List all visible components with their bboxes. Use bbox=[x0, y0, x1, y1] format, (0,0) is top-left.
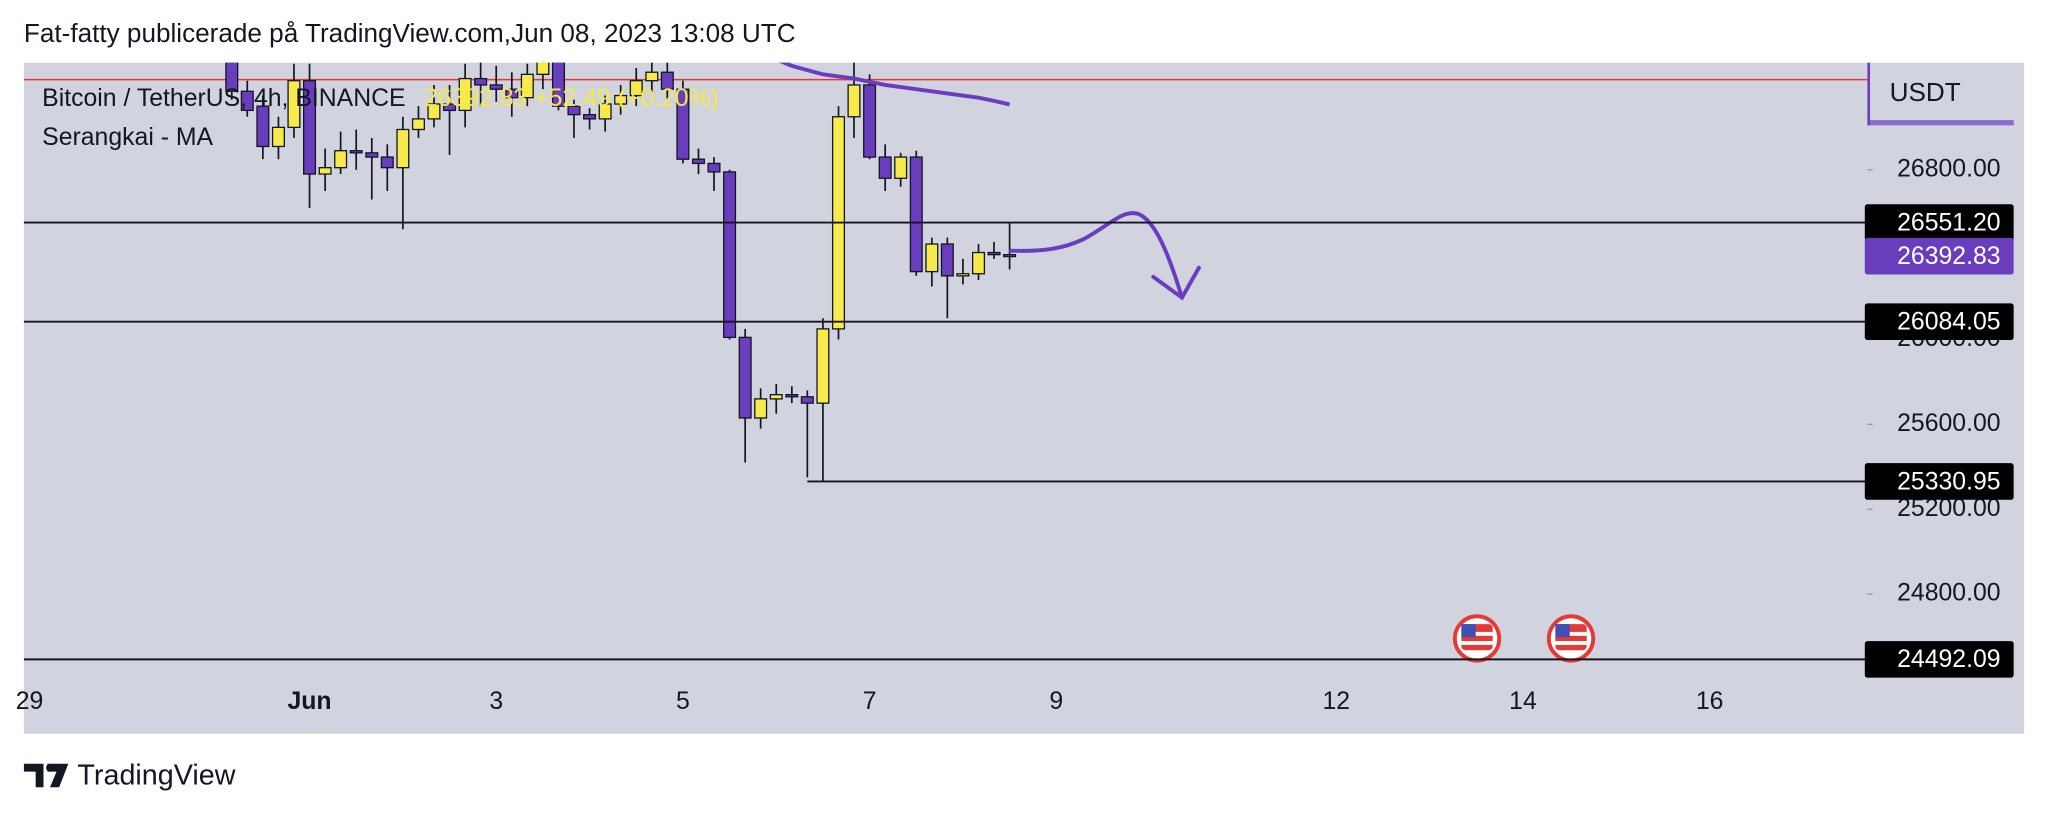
candle-body bbox=[909, 156, 923, 273]
y-tick-label: 25600.00 bbox=[1897, 410, 2000, 437]
candle-body bbox=[505, 88, 519, 99]
candle-body bbox=[878, 156, 892, 179]
candle-body bbox=[458, 77, 472, 112]
event-flag bbox=[1452, 614, 1502, 663]
candle-body bbox=[365, 152, 379, 158]
candle-body bbox=[474, 77, 488, 86]
candle-body bbox=[256, 105, 270, 148]
x-tick-label: 16 bbox=[1696, 688, 1724, 715]
candle-body bbox=[707, 162, 721, 173]
candle-body bbox=[225, 62, 239, 92]
drawn-arrow bbox=[1008, 211, 1201, 301]
level-price-label: 26551.20 bbox=[1897, 209, 2000, 236]
candle-body bbox=[863, 84, 877, 158]
candle-body bbox=[629, 80, 643, 97]
indicator-legend: Serangkai - MA bbox=[42, 124, 213, 151]
candle-body bbox=[240, 90, 254, 112]
x-tick-label: 5 bbox=[676, 688, 690, 715]
x-tick-label: 3 bbox=[489, 688, 503, 715]
x-tick-label: 7 bbox=[863, 688, 877, 715]
ma-line bbox=[778, 62, 1011, 107]
candle-body bbox=[847, 84, 861, 118]
axis-accent bbox=[1867, 62, 1871, 126]
candle-body bbox=[520, 73, 534, 99]
candle-body bbox=[769, 394, 783, 400]
level-price-box bbox=[1864, 303, 2014, 340]
candle-body bbox=[303, 80, 317, 175]
candle-body bbox=[816, 328, 830, 404]
candle-body bbox=[583, 113, 597, 120]
candle-body bbox=[396, 128, 410, 169]
level-price-box bbox=[1864, 463, 2014, 500]
currency-label: USDT bbox=[1890, 77, 1961, 107]
candle-body bbox=[334, 150, 348, 169]
plot-background bbox=[23, 62, 2025, 734]
candle-body bbox=[271, 126, 285, 148]
axis-accent bbox=[1870, 120, 2014, 126]
candle-body bbox=[785, 394, 799, 398]
last-price-box bbox=[1864, 237, 2014, 275]
x-tick-label: 29 bbox=[16, 688, 44, 715]
x-tick-label: 12 bbox=[1323, 688, 1351, 715]
candle-body bbox=[567, 105, 581, 116]
level-price-label: 26084.05 bbox=[1897, 309, 2000, 336]
candle-body bbox=[349, 150, 363, 154]
candle-body bbox=[443, 103, 457, 112]
chart-title: Fat-fatty publicerade på TradingView.com… bbox=[24, 18, 796, 48]
ohlc-text: 26392.83 +52.49 (+0.20%) bbox=[424, 85, 719, 112]
footer-logo bbox=[23, 763, 69, 788]
symbol: Bitcoin / TetherUS, 4h, BINANCE bbox=[42, 85, 405, 112]
candle-body bbox=[380, 156, 394, 169]
candle-body bbox=[1003, 253, 1017, 258]
candle-body bbox=[318, 167, 332, 175]
candle-body bbox=[660, 71, 674, 90]
candle-body bbox=[645, 71, 659, 82]
x-tick-label: 14 bbox=[1509, 688, 1537, 715]
level-price-label: 25330.95 bbox=[1897, 468, 2000, 495]
candle-body bbox=[894, 156, 908, 179]
symbol-legend: Bitcoin / TetherUS, 4h, BINANCE 26392.83 … bbox=[42, 85, 719, 112]
candle-body bbox=[489, 84, 503, 90]
y-tick-label: 24800.00 bbox=[1897, 580, 2000, 607]
candle-body bbox=[987, 251, 1001, 256]
x-tick-label: Jun bbox=[287, 688, 331, 715]
last-price-label: 26392.83 bbox=[1897, 243, 2000, 270]
candle-body bbox=[800, 396, 814, 404]
candle-body bbox=[676, 88, 690, 160]
level-price-box bbox=[1864, 204, 2014, 241]
candle-body bbox=[956, 273, 970, 277]
level-price-label: 24492.09 bbox=[1897, 646, 2000, 673]
candle-body bbox=[287, 80, 301, 129]
level-price-box bbox=[1864, 641, 2014, 678]
event-flag bbox=[1546, 614, 1596, 663]
candle-body bbox=[536, 62, 550, 75]
candle-body bbox=[925, 243, 939, 273]
candle-body bbox=[691, 158, 706, 165]
candle-body bbox=[940, 243, 954, 277]
footer-brand: TradingView bbox=[77, 759, 235, 791]
candle-body bbox=[971, 251, 986, 275]
candle-body bbox=[738, 336, 752, 419]
candle-body bbox=[598, 103, 612, 120]
y-tick-label: 26800.00 bbox=[1897, 155, 2000, 182]
x-tick-label: 9 bbox=[1049, 688, 1063, 715]
candle-body bbox=[754, 398, 768, 419]
candle-body bbox=[723, 171, 737, 339]
candle-body bbox=[427, 103, 441, 120]
candle-body bbox=[551, 62, 566, 107]
candle-body bbox=[614, 94, 628, 105]
candle-body bbox=[411, 118, 425, 131]
